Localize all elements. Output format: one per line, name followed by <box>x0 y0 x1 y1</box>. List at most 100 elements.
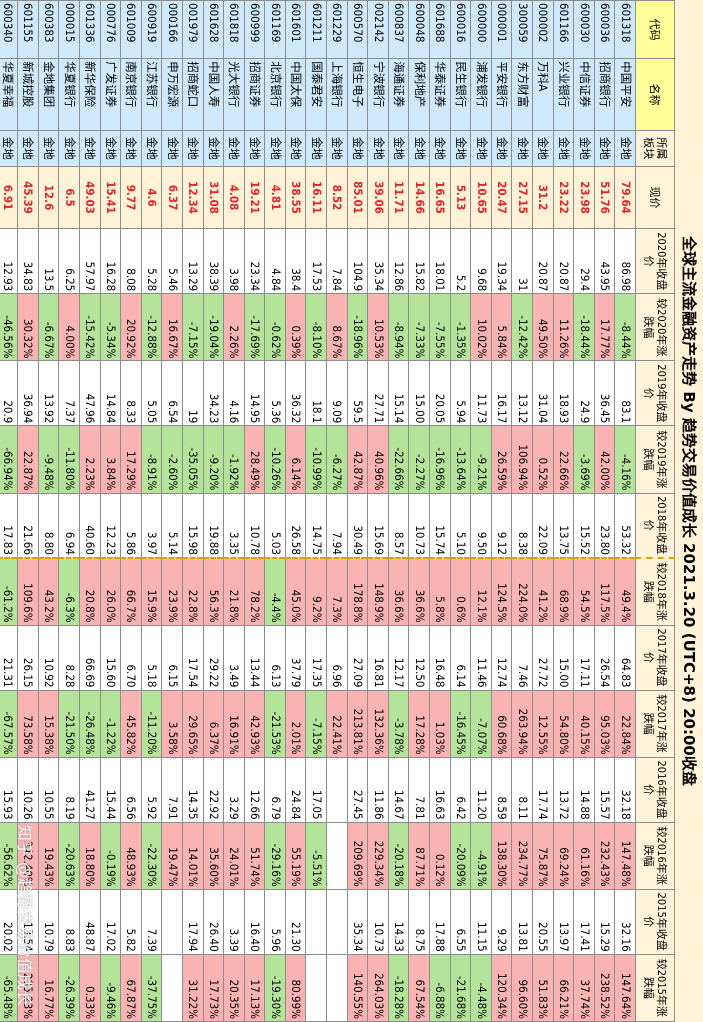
cell-name[interactable]: 广发证券 <box>100 58 121 131</box>
cell-sector[interactable]: 金地 <box>326 130 348 167</box>
cell-change-2019[interactable]: -3.69% <box>573 425 595 493</box>
cell-close-2019[interactable]: 34.23 <box>203 360 224 426</box>
cell-code[interactable]: 600016 <box>450 0 471 59</box>
cell-change-2020[interactable]: 4.00% <box>58 293 80 361</box>
table-row[interactable]: 601166 兴业银行 金地 23.22 20.87 11.26% 18.93 22.66% 1… <box>553 0 574 1022</box>
cell-change-2018[interactable]: 23.9% <box>161 557 183 626</box>
cell-change-2015[interactable]: -37.75% <box>141 954 162 1022</box>
cell-change-2017[interactable]: -21.50% <box>58 690 80 758</box>
cell-name[interactable]: 申万宏源 <box>161 58 183 131</box>
table-row[interactable]: 600048 保利地产 金地 14.66 15.82 -7.33% 15.00 -2.27% 1… <box>408 0 430 1022</box>
cell-close-2018[interactable]: 5.10 <box>450 493 471 558</box>
cell-close-2018[interactable]: 9.12 <box>491 493 512 558</box>
cell-change-2015[interactable] <box>306 954 327 1022</box>
cell-close-2019[interactable]: 16.17 <box>491 360 512 426</box>
cell-change-2018[interactable]: 224.0% <box>511 557 533 626</box>
cell-close-2015[interactable]: 11.15 <box>470 889 492 955</box>
cell-change-2018[interactable]: 66.7% <box>120 557 142 626</box>
cell-sector[interactable]: 金地 <box>264 130 286 167</box>
cell-sector[interactable]: 金地 <box>367 130 389 167</box>
table-row[interactable]: 601229 上海银行 金地 8.52 7.84 8.67% 9.09 -6.27% 7.94 7… <box>326 0 348 1022</box>
cell-close-2016[interactable]: 8.11 <box>511 757 533 823</box>
cell-price[interactable]: 14.66 <box>408 166 430 229</box>
cell-close-2017[interactable]: 13.44 <box>244 625 265 690</box>
cell-change-2018[interactable]: 9.2% <box>306 557 327 626</box>
cell-change-2017[interactable]: 40.15% <box>573 690 595 758</box>
cell-close-2020[interactable]: 18.01 <box>429 228 451 294</box>
cell-close-2018[interactable]: 6.94 <box>58 493 80 558</box>
cell-close-2015[interactable] <box>326 889 348 955</box>
cell-change-2015[interactable]: 17.13% <box>244 954 265 1022</box>
cell-close-2018[interactable]: 5.86 <box>120 493 142 558</box>
cell-name[interactable]: 兴业银行 <box>553 58 574 131</box>
cell-close-2017[interactable]: 3.49 <box>223 625 245 690</box>
cell-change-2019[interactable]: -8.91% <box>141 425 162 493</box>
cell-change-2015[interactable]: 96.60% <box>511 954 533 1022</box>
cell-change-2017[interactable]: 45.82% <box>120 690 142 758</box>
cell-close-2019[interactable]: 8.33 <box>120 360 142 426</box>
cell-close-2020[interactable]: 34.83 <box>17 228 39 294</box>
cell-change-2015[interactable]: -21.68% <box>450 954 471 1022</box>
cell-change-2018[interactable]: 56.3% <box>203 557 224 626</box>
cell-change-2018[interactable]: 41.2% <box>532 557 554 626</box>
cell-close-2020[interactable]: 4.84 <box>264 228 286 294</box>
cell-change-2020[interactable]: -1.35% <box>450 293 471 361</box>
cell-change-2017[interactable]: 42.93% <box>244 690 265 758</box>
cell-change-2017[interactable]: -67.57% <box>0 690 18 758</box>
cell-close-2015[interactable]: 5.96 <box>264 889 286 955</box>
cell-close-2018[interactable]: 3.35 <box>223 493 245 558</box>
cell-close-2016[interactable]: 24.84 <box>285 757 306 823</box>
cell-price[interactable]: 51.76 <box>594 166 615 229</box>
cell-sector[interactable]: 金地 <box>614 130 636 167</box>
cell-change-2020[interactable]: -12.88% <box>141 293 162 361</box>
cell-change-2018[interactable]: 49.4% <box>614 557 636 626</box>
cell-change-2020[interactable]: 16.67% <box>161 293 183 361</box>
table-row[interactable]: 300059 东方财富 金地 27.15 31 -12.42% 13.12 106.94% 8.… <box>511 0 533 1022</box>
cell-sector[interactable]: 金地 <box>223 130 245 167</box>
cell-change-2020[interactable]: 0.39% <box>285 293 306 361</box>
cell-close-2016[interactable]: 11.86 <box>367 757 389 823</box>
cell-change-2019[interactable]: -22.66% <box>388 425 409 493</box>
cell-change-2018[interactable]: 5.8% <box>429 557 451 626</box>
cell-name[interactable]: 东方财富 <box>511 58 533 131</box>
table-row[interactable]: 600036 招商银行 金地 51.76 43.95 17.77% 36.45 42.00% 2… <box>594 0 615 1022</box>
cell-sector[interactable]: 金地 <box>470 130 492 167</box>
cell-change-2016[interactable]: 209.69% <box>347 822 368 890</box>
cell-close-2015[interactable]: 10.79 <box>38 889 59 955</box>
table-row[interactable]: 601211 国泰君安 金地 16.11 17.53 -8.10% 18.1 -10.99% 1… <box>306 0 327 1022</box>
cell-close-2017[interactable]: 64.83 <box>614 625 636 690</box>
cell-code[interactable]: 000776 <box>100 0 121 59</box>
cell-close-2017[interactable]: 26.54 <box>594 625 615 690</box>
cell-code[interactable]: 601229 <box>326 0 348 59</box>
cell-change-2016[interactable]: -29.16% <box>264 822 286 890</box>
cell-price[interactable]: 16.65 <box>429 166 451 229</box>
cell-sector[interactable]: 金地 <box>203 130 224 167</box>
cell-change-2015[interactable]: 20.35% <box>223 954 245 1022</box>
cell-change-2015[interactable]: 67.87% <box>120 954 142 1022</box>
cell-change-2016[interactable]: 55.19% <box>285 822 306 890</box>
cell-sector[interactable]: 金地 <box>285 130 306 167</box>
cell-sector[interactable]: 金地 <box>347 130 368 167</box>
cell-close-2019[interactable]: 18.93 <box>553 360 574 426</box>
cell-close-2018[interactable]: 22.09 <box>532 493 554 558</box>
cell-change-2016[interactable]: 14.01% <box>182 822 204 890</box>
cell-name[interactable]: 招商银行 <box>594 58 615 131</box>
cell-price[interactable]: 5.13 <box>450 166 471 229</box>
cell-close-2020[interactable]: 20.87 <box>553 228 574 294</box>
cell-change-2020[interactable]: -5.34% <box>100 293 121 361</box>
cell-name[interactable]: 恒生电子 <box>347 58 368 131</box>
cell-change-2020[interactable]: -7.15% <box>182 293 204 361</box>
cell-change-2017[interactable]: 12.55% <box>532 690 554 758</box>
cell-close-2015[interactable]: 9.29 <box>491 889 512 955</box>
header-change-2017[interactable]: 较2017年涨跌幅 <box>635 690 675 758</box>
table-row[interactable]: 002142 宁波银行 金地 39.06 35.34 10.53% 27.71 40.96% 1… <box>367 0 389 1022</box>
cell-change-2015[interactable]: 140.55% <box>347 954 368 1022</box>
cell-sector[interactable]: 金地 <box>573 130 595 167</box>
cell-change-2020[interactable]: -6.67% <box>38 293 59 361</box>
table-row[interactable]: 600383 金地集团 金地 12.6 13.5 -6.67% 13.92 -9.48% 8.8… <box>38 0 59 1022</box>
cell-change-2020[interactable]: -8.10% <box>306 293 327 361</box>
cell-change-2019[interactable]: 6.14% <box>285 425 306 493</box>
cell-change-2018[interactable]: 36.6% <box>388 557 409 626</box>
cell-price[interactable]: 38.55 <box>285 166 306 229</box>
cell-close-2018[interactable]: 17.83 <box>0 493 18 558</box>
